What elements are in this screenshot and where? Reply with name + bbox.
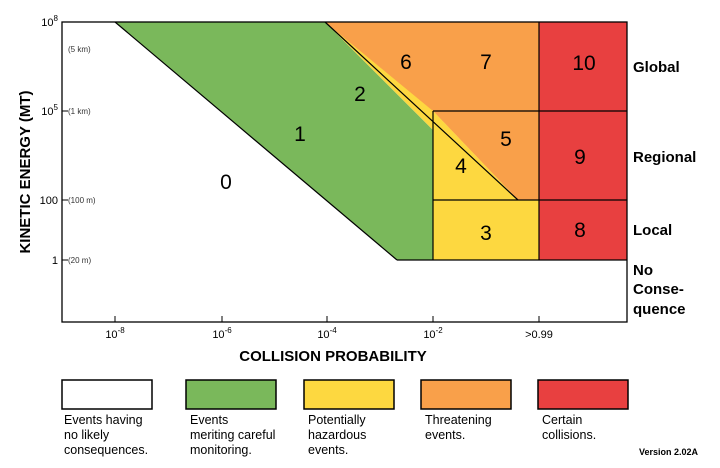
legend: Events having no likely consequences. Event…: [61, 379, 629, 457]
y-size-label: (1 km): [68, 107, 91, 116]
zone-9-region: [539, 111, 627, 200]
version-label: Version 2.02A: [639, 447, 699, 457]
legend-swatch: [185, 379, 277, 410]
y-size-label: (100 m): [68, 196, 96, 205]
x-tick-label: 10-6: [212, 326, 232, 341]
zone-10-label: 10: [572, 52, 595, 75]
zone-3-label: 3: [480, 222, 492, 245]
zone-1-label: 1: [294, 123, 306, 146]
zone-10-region: [539, 22, 627, 111]
x-tick-label: >0.99: [525, 329, 553, 341]
zone-9-label: 9: [574, 146, 586, 169]
legend-swatch: [537, 379, 629, 410]
consequence-label: Regional: [633, 149, 696, 166]
legend-text: Events meriting careful monitoring.: [190, 413, 275, 457]
zone-7-region: [433, 22, 539, 111]
y-size-label: (5 km): [68, 45, 91, 54]
legend-swatch: [61, 379, 153, 410]
x-tick-label: 10-2: [423, 326, 443, 341]
zone-1-region: [115, 22, 433, 260]
legend-item: Threatening events.: [420, 379, 512, 442]
boundary-line: [114, 21, 398, 261]
zone-8-region: [539, 200, 627, 260]
zone-labels: 0 1 2 3 4 5 6 7 8 9 10: [220, 51, 596, 245]
y-axis-title: KINETIC ENERGY (MT): [17, 90, 34, 253]
legend-item: Certain collisions.: [537, 379, 629, 442]
zone-4-label: 4: [455, 155, 467, 178]
legend-text: Events having no likely consequences.: [64, 413, 148, 457]
boundary-line: [324, 21, 519, 201]
zone-5-label: 5: [500, 128, 512, 151]
x-tick-label: 10-8: [105, 326, 125, 341]
legend-item: Events having no likely consequences.: [61, 379, 153, 457]
legend-swatch: [303, 379, 395, 410]
legend-text: Certain collisions.: [542, 413, 596, 442]
zone-3-region: [433, 200, 539, 260]
consequence-label: Local: [633, 222, 672, 239]
zone-6-region: [325, 22, 433, 111]
zone-7-label: 7: [480, 51, 492, 74]
x-tick-label: 10-4: [317, 326, 337, 341]
consequence-labels: Global Regional Local No Conse-quence: [633, 59, 696, 318]
y-tick-label: 108: [41, 14, 58, 29]
x-axis-title: COLLISION PROBABILITY: [239, 348, 427, 365]
zone-5-region: [433, 111, 539, 200]
consequence-label: No Conse-quence: [633, 262, 686, 318]
consequence-label: Global: [633, 59, 680, 76]
y-axis-ticks: 1 (20 m) 100 (100 m) 105 (1 km) 108 (5 km): [40, 14, 96, 267]
zone-8-label: 8: [574, 219, 586, 242]
zone-4-region: [433, 111, 518, 200]
zone-6-label: 6: [400, 51, 412, 74]
y-tick-label: 1: [52, 255, 58, 267]
chart-regions: [114, 21, 627, 261]
x-axis-ticks: 10-8 10-6 10-4 10-2 >0.99: [105, 316, 553, 341]
y-tick-label: 105: [41, 103, 58, 118]
zone-0-label: 0: [220, 171, 232, 194]
zone-2-label: 2: [354, 83, 366, 106]
legend-text: Threatening events.: [425, 413, 492, 442]
y-tick-label: 100: [40, 195, 58, 207]
legend-item: Events meriting careful monitoring.: [185, 379, 277, 457]
legend-item: Potentially hazardous events.: [303, 379, 395, 457]
plot-frame: [61, 21, 628, 323]
legend-swatch: [420, 379, 512, 410]
y-size-label: (20 m): [68, 256, 91, 265]
legend-text: Potentially hazardous events.: [308, 413, 366, 457]
